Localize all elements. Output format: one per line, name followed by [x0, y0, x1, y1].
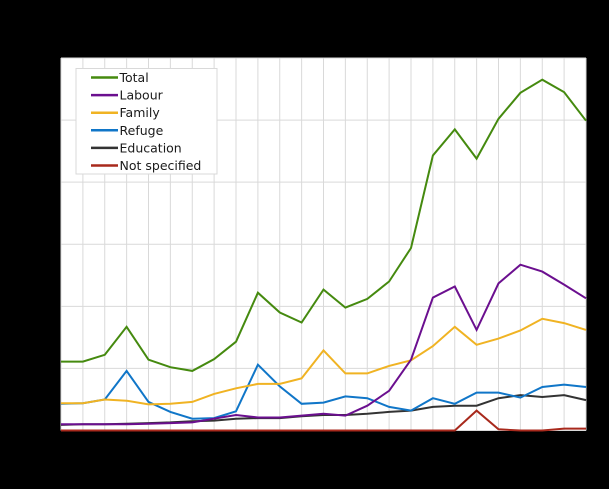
legend-item-not-specified: Not specified — [91, 158, 201, 173]
legend-box — [75, 68, 218, 175]
legend-item-refuge: Refuge — [91, 123, 164, 138]
legend-label: Total — [119, 70, 149, 85]
legend-label: Education — [120, 140, 182, 155]
legend-label: Not specified — [120, 158, 202, 173]
legend: Total Labour Family Refuge Education Not spec… — [75, 68, 218, 175]
series-line-refuge — [60, 362, 587, 420]
series-line-family — [61, 317, 587, 406]
legend-item-education: Education — [91, 140, 182, 155]
legend-item-total: Total — [91, 70, 149, 85]
legend-label: Family — [120, 105, 161, 120]
series-line-labour — [61, 263, 587, 426]
series-line-not-specified — [61, 409, 586, 432]
legend-label: Refuge — [120, 123, 164, 138]
legend-item-family: Family — [91, 105, 160, 120]
series-lines — [60, 78, 587, 432]
legend-item-labour: Labour — [91, 88, 164, 103]
legend-label: Labour — [120, 88, 164, 103]
series-line-total — [61, 78, 587, 372]
